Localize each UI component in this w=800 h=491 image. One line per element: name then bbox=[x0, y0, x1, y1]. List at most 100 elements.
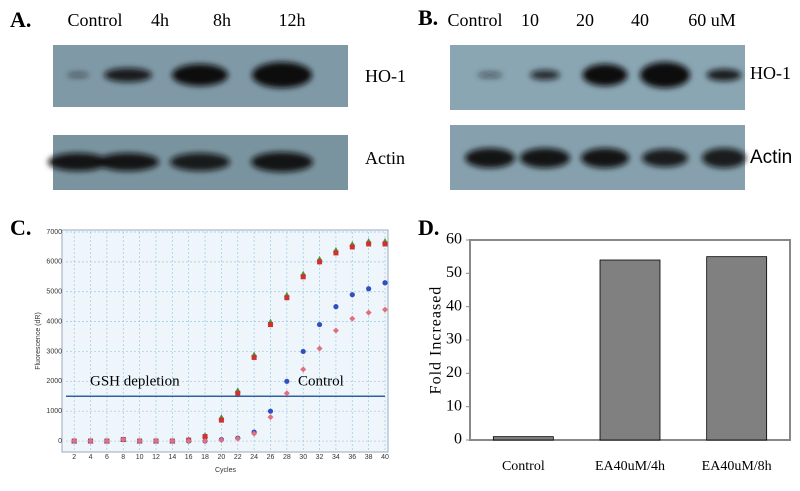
band bbox=[97, 153, 159, 171]
x-tick-label: 26 bbox=[267, 454, 275, 461]
lane-label: Control bbox=[447, 10, 502, 30]
marker bbox=[251, 354, 257, 360]
x-tick-label: 32 bbox=[316, 454, 324, 461]
x-tick-label: 2 bbox=[72, 454, 76, 461]
marker bbox=[300, 348, 306, 355]
band bbox=[706, 69, 742, 81]
lane-label: 12h bbox=[279, 10, 306, 30]
marker bbox=[267, 322, 273, 328]
y-tick-label: 20 bbox=[446, 364, 462, 381]
x-tick-label: 12 bbox=[152, 454, 160, 461]
y-tick-label: 30 bbox=[446, 331, 462, 348]
marker bbox=[267, 408, 274, 414]
x-tick-label: 10 bbox=[136, 454, 144, 461]
marker bbox=[251, 430, 258, 437]
bar bbox=[706, 256, 768, 441]
marker bbox=[87, 438, 94, 445]
lane-label: 40 bbox=[631, 10, 649, 30]
lane-label: 60 uM bbox=[688, 10, 736, 30]
marker bbox=[317, 259, 323, 265]
band bbox=[172, 64, 228, 86]
marker bbox=[267, 414, 274, 421]
marker bbox=[71, 438, 78, 445]
band bbox=[640, 62, 690, 88]
x-tick-label: 40 bbox=[381, 454, 389, 461]
marker bbox=[284, 295, 290, 301]
y-axis-label: Fluorescence (dR) bbox=[35, 312, 42, 370]
x-tick-label: 36 bbox=[348, 454, 356, 461]
lane-label: 8h bbox=[213, 10, 231, 30]
marker bbox=[365, 309, 372, 316]
marker bbox=[366, 241, 372, 247]
panel-label: D. bbox=[418, 215, 439, 240]
x-tick-label: EA40uM/4h bbox=[595, 459, 665, 474]
marker bbox=[169, 438, 176, 445]
band bbox=[582, 64, 628, 86]
y-tick-label: 40 bbox=[446, 297, 462, 314]
marker bbox=[283, 390, 290, 397]
band bbox=[465, 148, 515, 168]
bar bbox=[599, 259, 661, 441]
marker bbox=[349, 292, 355, 298]
plot-area-c bbox=[61, 229, 389, 453]
band bbox=[170, 153, 230, 171]
marker bbox=[316, 321, 323, 328]
band bbox=[67, 72, 89, 78]
y-tick-label: 0 bbox=[454, 431, 462, 448]
annotation: Control bbox=[298, 374, 344, 390]
marker bbox=[349, 244, 355, 250]
marker bbox=[382, 241, 388, 247]
marker bbox=[120, 436, 127, 443]
x-tick-label: 6 bbox=[105, 454, 109, 461]
marker bbox=[300, 274, 306, 280]
marker bbox=[332, 327, 339, 334]
x-tick-label: 4 bbox=[89, 454, 93, 461]
lane-label: 4h bbox=[151, 10, 169, 30]
band-label: HO-1 bbox=[365, 66, 406, 86]
x-tick-label: 30 bbox=[299, 454, 307, 461]
x-tick-label: 24 bbox=[250, 454, 258, 461]
band bbox=[702, 148, 746, 168]
x-tick-label: 28 bbox=[283, 454, 291, 461]
y-tick-label: 10 bbox=[446, 397, 462, 414]
x-tick-label: 20 bbox=[218, 454, 226, 461]
y-tick-label: 3000 bbox=[46, 348, 62, 355]
marker bbox=[234, 435, 241, 442]
band bbox=[48, 153, 108, 171]
marker bbox=[349, 315, 356, 322]
marker bbox=[218, 437, 225, 444]
band bbox=[252, 62, 312, 88]
marker bbox=[366, 286, 372, 292]
band-label: Actin bbox=[365, 148, 405, 168]
marker bbox=[382, 280, 388, 286]
band bbox=[581, 148, 629, 168]
marker bbox=[103, 438, 110, 445]
y-axis-label: Fold Increased bbox=[428, 286, 445, 395]
x-tick-label: EA40uM/8h bbox=[702, 459, 772, 474]
y-tick-label: 60 bbox=[446, 231, 462, 248]
x-tick-label: 22 bbox=[234, 454, 242, 461]
y-tick-label: 1000 bbox=[46, 408, 62, 415]
marker bbox=[218, 417, 224, 423]
panel-label: B. bbox=[418, 5, 438, 30]
panel-label: C. bbox=[10, 215, 31, 240]
x-tick-label: 14 bbox=[168, 454, 176, 461]
y-tick-label: 2000 bbox=[46, 378, 62, 385]
x-tick-label: 8 bbox=[121, 454, 125, 461]
band bbox=[642, 149, 688, 167]
marker bbox=[185, 438, 192, 445]
band-label: HO-1 bbox=[750, 63, 791, 83]
lane-label: Control bbox=[67, 10, 122, 30]
x-tick-label: Control bbox=[502, 459, 545, 474]
band-label: Actin bbox=[750, 147, 792, 168]
band bbox=[477, 72, 503, 78]
x-axis-label: Cycles bbox=[215, 467, 237, 474]
y-tick-label: 50 bbox=[446, 264, 462, 281]
bands bbox=[48, 62, 746, 172]
lane-label: 10 bbox=[521, 10, 539, 30]
marker bbox=[316, 345, 323, 352]
marker bbox=[202, 434, 208, 440]
y-tick-label: 5000 bbox=[46, 289, 62, 296]
annotation: GSH depletion bbox=[90, 374, 180, 390]
